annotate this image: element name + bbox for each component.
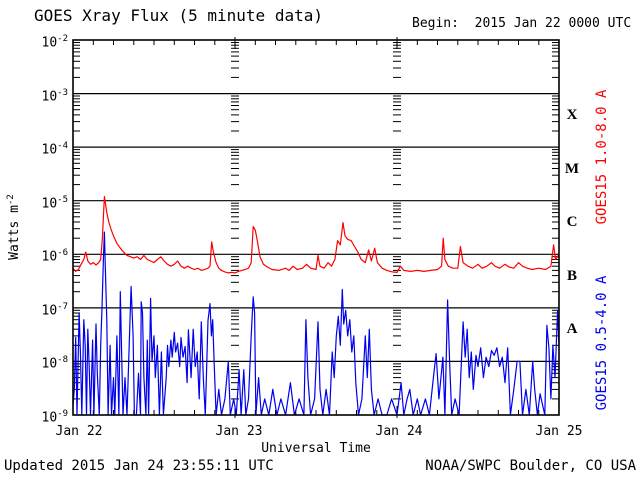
x-axis-label: Universal Time — [261, 441, 371, 456]
x-tick-jan24: Jan 24 — [375, 424, 423, 439]
flare-class-c: C — [566, 214, 578, 230]
flare-class-m: M — [564, 161, 580, 177]
y-tick-label: 10-3 — [41, 87, 69, 104]
data-source-credit: NOAA/SWPC Boulder, CO USA — [425, 458, 636, 474]
updated-timestamp: Updated 2015 Jan 24 23:55:11 UTC — [4, 458, 274, 474]
y-axis-label-base: Watts m — [7, 205, 23, 260]
x-tick-jan22: Jan 22 — [55, 424, 103, 439]
y-tick-label: 10-4 — [41, 141, 69, 158]
x-tick-jan25: Jan 25 — [535, 424, 583, 439]
series-label-short-wavelength: GOES15 0.5-4.0 A — [594, 275, 610, 411]
y-tick-label: 10-8 — [41, 355, 69, 372]
series-label-long-wavelength: GOES15 1.0-8.0 A — [594, 89, 610, 225]
flare-class-b: B — [566, 268, 577, 284]
y-tick-label: 10-7 — [41, 301, 69, 319]
x-tick-jan23: Jan 23 — [215, 424, 263, 439]
chart-title: GOES Xray Flux (5 minute data) — [34, 6, 323, 25]
flare-class-a: A — [566, 321, 578, 337]
y-tick-label: 10-9 — [41, 409, 69, 426]
flare-class-x: X — [566, 107, 578, 123]
y-tick-label: 10-2 — [41, 34, 69, 51]
y-axis-label: Watts m-2 — [6, 194, 22, 260]
begin-timestamp: Begin: 2015 Jan 22 0000 UTC — [412, 16, 632, 31]
y-tick-label: 10-5 — [41, 194, 69, 212]
y-axis-label-exponent: -2 — [5, 194, 16, 206]
y-tick-label: 10-6 — [41, 248, 69, 265]
